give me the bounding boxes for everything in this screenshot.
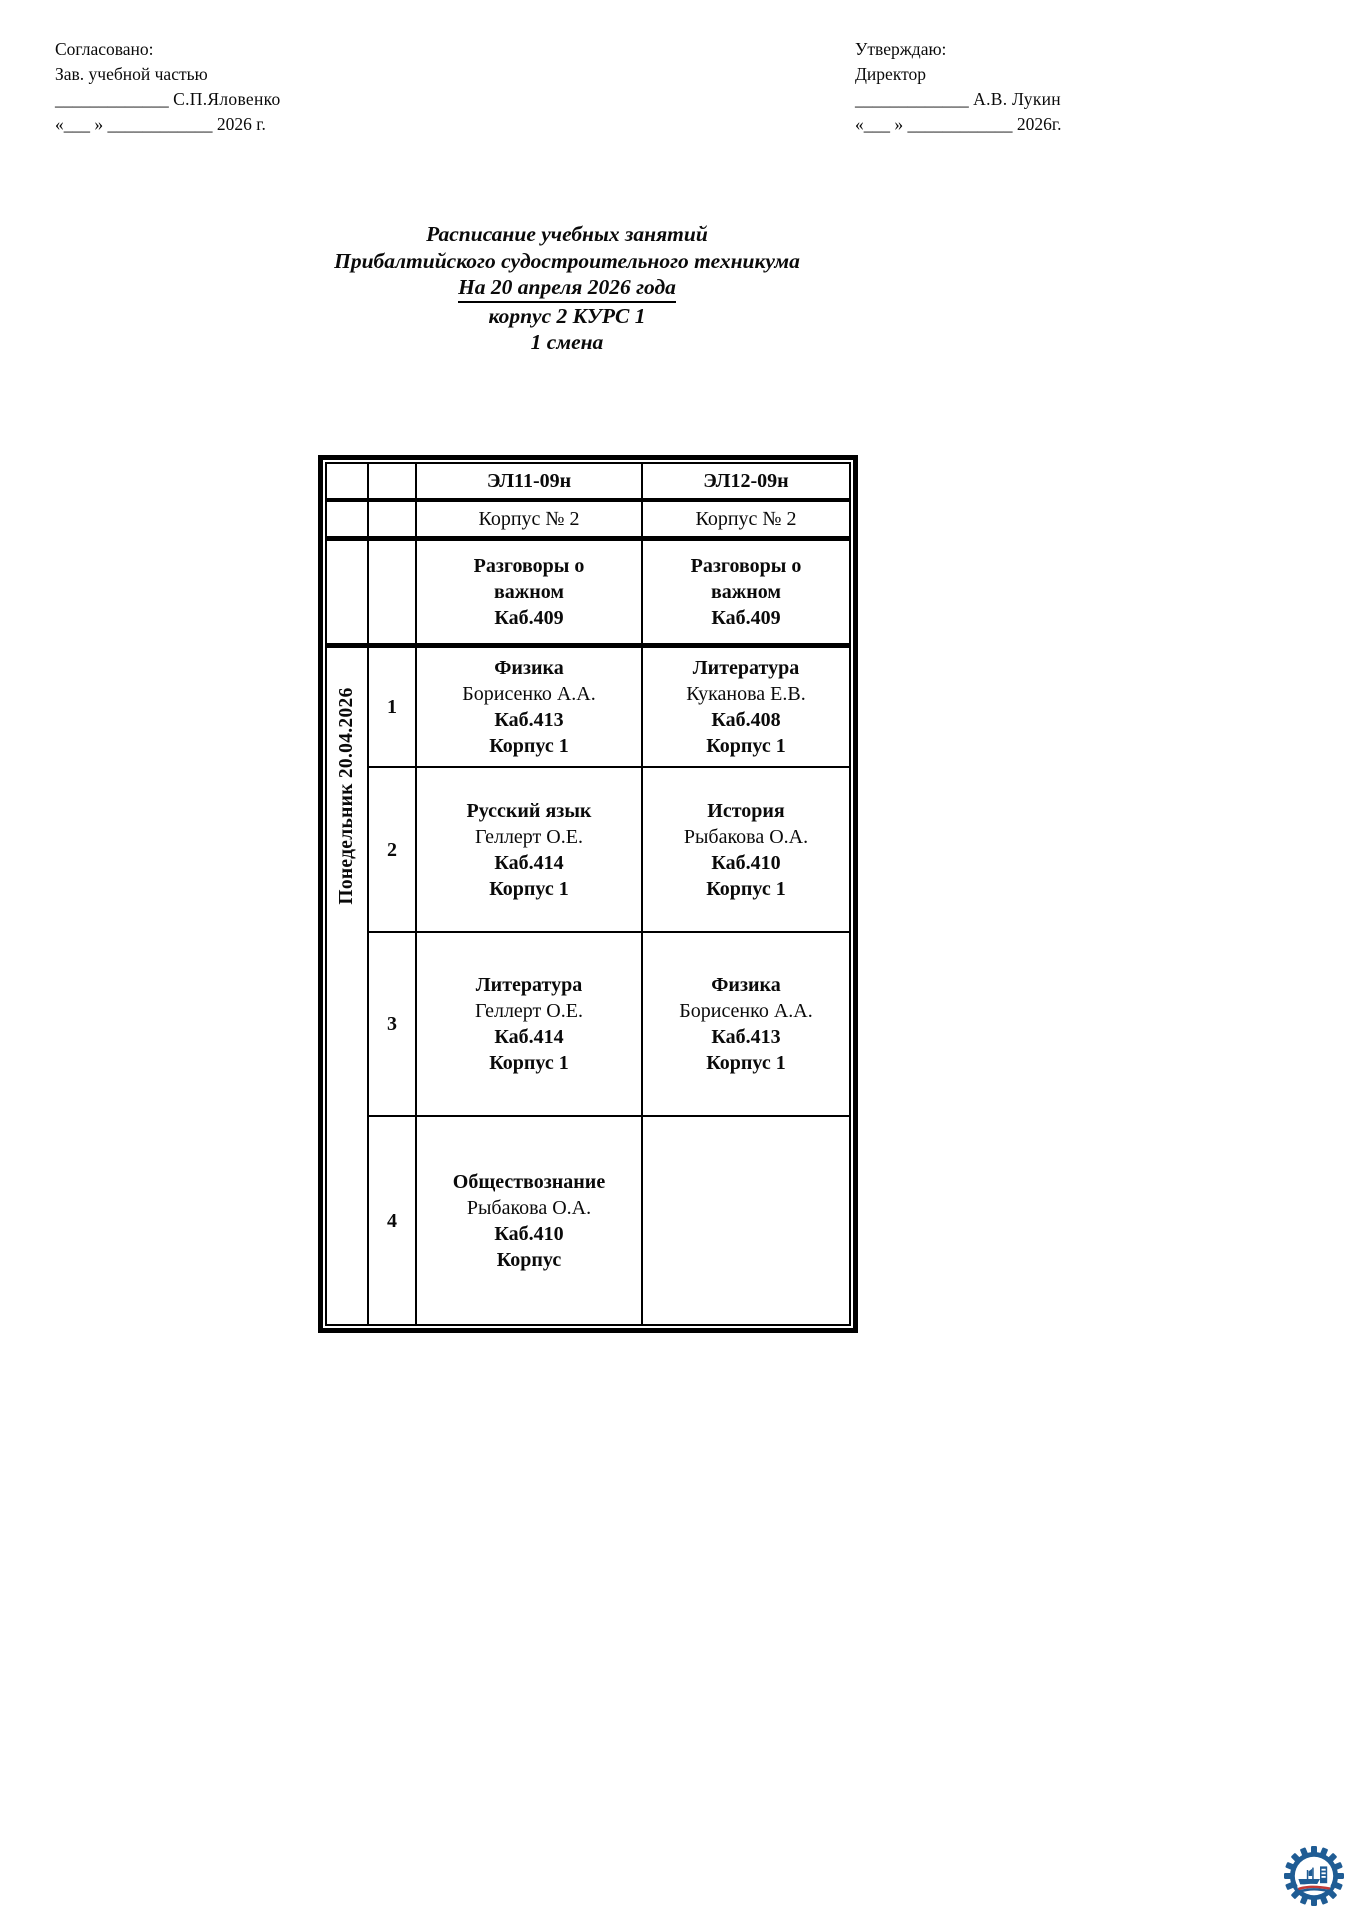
lesson-teacher: Борисенко А.А. (679, 1000, 813, 1023)
title-line-2: Прибалтийского судостроительного технику… (334, 248, 800, 273)
homeroom-cell-el12: Разговоры о важном Каб.409 (641, 537, 851, 648)
approval-right-date-line: «___ » ____________ 2026г. (855, 114, 1062, 134)
lesson-subject: Физика (494, 657, 564, 680)
lesson-cell-el12: Литература Куканова Е.В. Каб.408 Корпус … (641, 644, 851, 769)
lesson-row-3: 3 Литература Геллерт О.Е. Каб.414 Корпус… (326, 930, 851, 1118)
lesson-subject: История (707, 799, 785, 822)
lesson-cell-el11: Физика Борисенко А.А. Каб.413 Корпус 1 (415, 644, 643, 769)
day-cell: Понедельник 20.04.2026 (325, 644, 369, 1326)
group-header-el11: ЭЛ11-09н (415, 462, 643, 502)
building-cell-el12: Корпус № 2 (641, 499, 851, 541)
lesson-room: Каб.410 (494, 1222, 564, 1245)
lesson-building: Корпус 1 (489, 877, 569, 900)
college-emblem-logo (1284, 1846, 1344, 1906)
lesson-teacher: Рыбакова О.А. (466, 1196, 592, 1219)
lesson-building: Корпус 1 (706, 877, 786, 900)
approval-left-signature-line: _____________ С.П.Яловенко (55, 87, 281, 112)
lesson-number-cell: 4 (367, 1115, 417, 1326)
lesson-building: Корпус 1 (489, 735, 569, 758)
lesson-cell-el12-empty (641, 1115, 851, 1326)
approval-right-heading: Утверждаю: (855, 39, 947, 59)
approval-left-role: Зав. учебной частью (55, 64, 208, 84)
lesson-room: Каб.414 (494, 1026, 564, 1049)
lesson-room: Каб.414 (494, 851, 564, 874)
homeroom-subject: Разговоры о важном (690, 555, 802, 603)
homeroom-cell-el11: Разговоры о важном Каб.409 (415, 537, 643, 648)
lesson-teacher: Борисенко А.А. (462, 683, 596, 706)
lesson-subject: Литература (475, 974, 583, 997)
homeroom-subject: Разговоры о важном (473, 555, 585, 603)
empty-cell (367, 499, 417, 541)
schedule-table: ЭЛ11-09н ЭЛ12-09н Корпус № 2 Корпус № 2 … (325, 462, 851, 1326)
lesson-subject: Русский язык (466, 799, 592, 822)
lesson-cell-el11: Литература Геллерт О.Е. Каб.414 Корпус 1 (415, 930, 643, 1118)
lesson-number-cell: 2 (367, 766, 417, 933)
approval-block-left: Согласовано: Зав. учебной частью _______… (55, 37, 281, 137)
lesson-row-2: 2 Русский язык Геллерт О.Е. Каб.414 Корп… (326, 766, 851, 933)
approval-right-role: Директор (855, 64, 927, 84)
lesson-room: Каб.408 (711, 709, 781, 732)
empty-cell (325, 462, 369, 502)
homeroom-row: Разговоры о важном Каб.409 Разговоры о в… (325, 537, 851, 648)
approval-left-heading: Согласовано: (55, 39, 154, 59)
building-cell-el11: Корпус № 2 (415, 499, 643, 541)
title-line-5: 1 смена (530, 330, 604, 354)
lesson-teacher: Куканова Е.В. (686, 683, 806, 706)
schedule-table-wrapper: ЭЛ11-09н ЭЛ12-09н Корпус № 2 Корпус № 2 … (318, 455, 858, 1333)
lesson-building: Корпус 1 (706, 1052, 786, 1075)
approval-left-date-line: «___ » ____________ 2026 г. (55, 114, 266, 134)
lesson-cell-el11: Русский язык Геллерт О.Е. Каб.414 Корпус… (415, 766, 643, 933)
empty-cell (367, 462, 417, 502)
lesson-teacher: Рыбакова О.А. (683, 825, 809, 848)
title-line-3: На 20 апреля 2026 года (0, 274, 1134, 303)
homeroom-room: Каб.409 (711, 607, 781, 629)
approval-right-name: А.В. Лукин (973, 89, 1061, 109)
lesson-cell-el12: Физика Борисенко А.А. Каб.413 Корпус 1 (641, 930, 851, 1118)
title-date-underlined: На 20 апреля 2026 года (458, 274, 676, 303)
lesson-building: Корпус 1 (489, 1052, 569, 1075)
homeroom-room: Каб.409 (494, 607, 564, 629)
lesson-room: Каб.410 (711, 851, 781, 874)
lesson-room: Каб.413 (711, 1026, 781, 1049)
approval-block-right: Утверждаю: Директор _____________ А.В. Л… (855, 37, 1061, 137)
day-box: Понедельник 20.04.2026 (330, 648, 364, 1323)
lesson-subject: Обществознание (452, 1170, 606, 1193)
lesson-number-cell: 3 (367, 930, 417, 1118)
lesson-room: Каб.413 (494, 709, 564, 732)
empty-cell (367, 537, 417, 648)
lesson-subject: Физика (711, 974, 781, 997)
document-title: Расписание учебных занятий Прибалтийског… (0, 221, 1134, 356)
title-line-4: корпус 2 КУРС 1 (488, 303, 646, 328)
lesson-teacher: Геллерт О.Е. (475, 1000, 583, 1023)
building-row: Корпус № 2 Корпус № 2 (325, 499, 851, 541)
lesson-number-cell: 1 (367, 644, 417, 769)
lesson-row-4: 4 Обществознание Рыбакова О.А. Каб.410 К… (326, 1115, 851, 1326)
group-header-row: ЭЛ11-09н ЭЛ12-09н (325, 462, 851, 502)
approval-left-name: С.П.Яловенко (173, 89, 281, 109)
lesson-row-1: Понедельник 20.04.2026 1 Физика Борисенк… (325, 644, 851, 1326)
empty-cell (325, 537, 369, 648)
title-line-1: Расписание учебных занятий (426, 222, 708, 246)
signature-underline: _____________ (855, 89, 969, 109)
group-header-el12: ЭЛ12-09н (641, 462, 851, 502)
lesson-building: Корпус 1 (706, 735, 786, 758)
lesson-teacher: Геллерт О.Е. (475, 825, 583, 848)
empty-cell (325, 499, 369, 541)
lesson-cell-el12: История Рыбакова О.А. Каб.410 Корпус 1 (641, 766, 851, 933)
lesson-subject: Литература (692, 657, 800, 680)
lesson-cell-el11: Обществознание Рыбакова О.А. Каб.410 Кор… (415, 1115, 643, 1326)
day-label-rotated: Понедельник 20.04.2026 (336, 687, 357, 905)
signature-underline: _____________ (55, 89, 169, 109)
gear-ship-emblem-icon (1284, 1846, 1344, 1906)
lesson-building: Корпус (496, 1248, 562, 1271)
approval-right-signature-line: _____________ А.В. Лукин (855, 87, 1061, 112)
